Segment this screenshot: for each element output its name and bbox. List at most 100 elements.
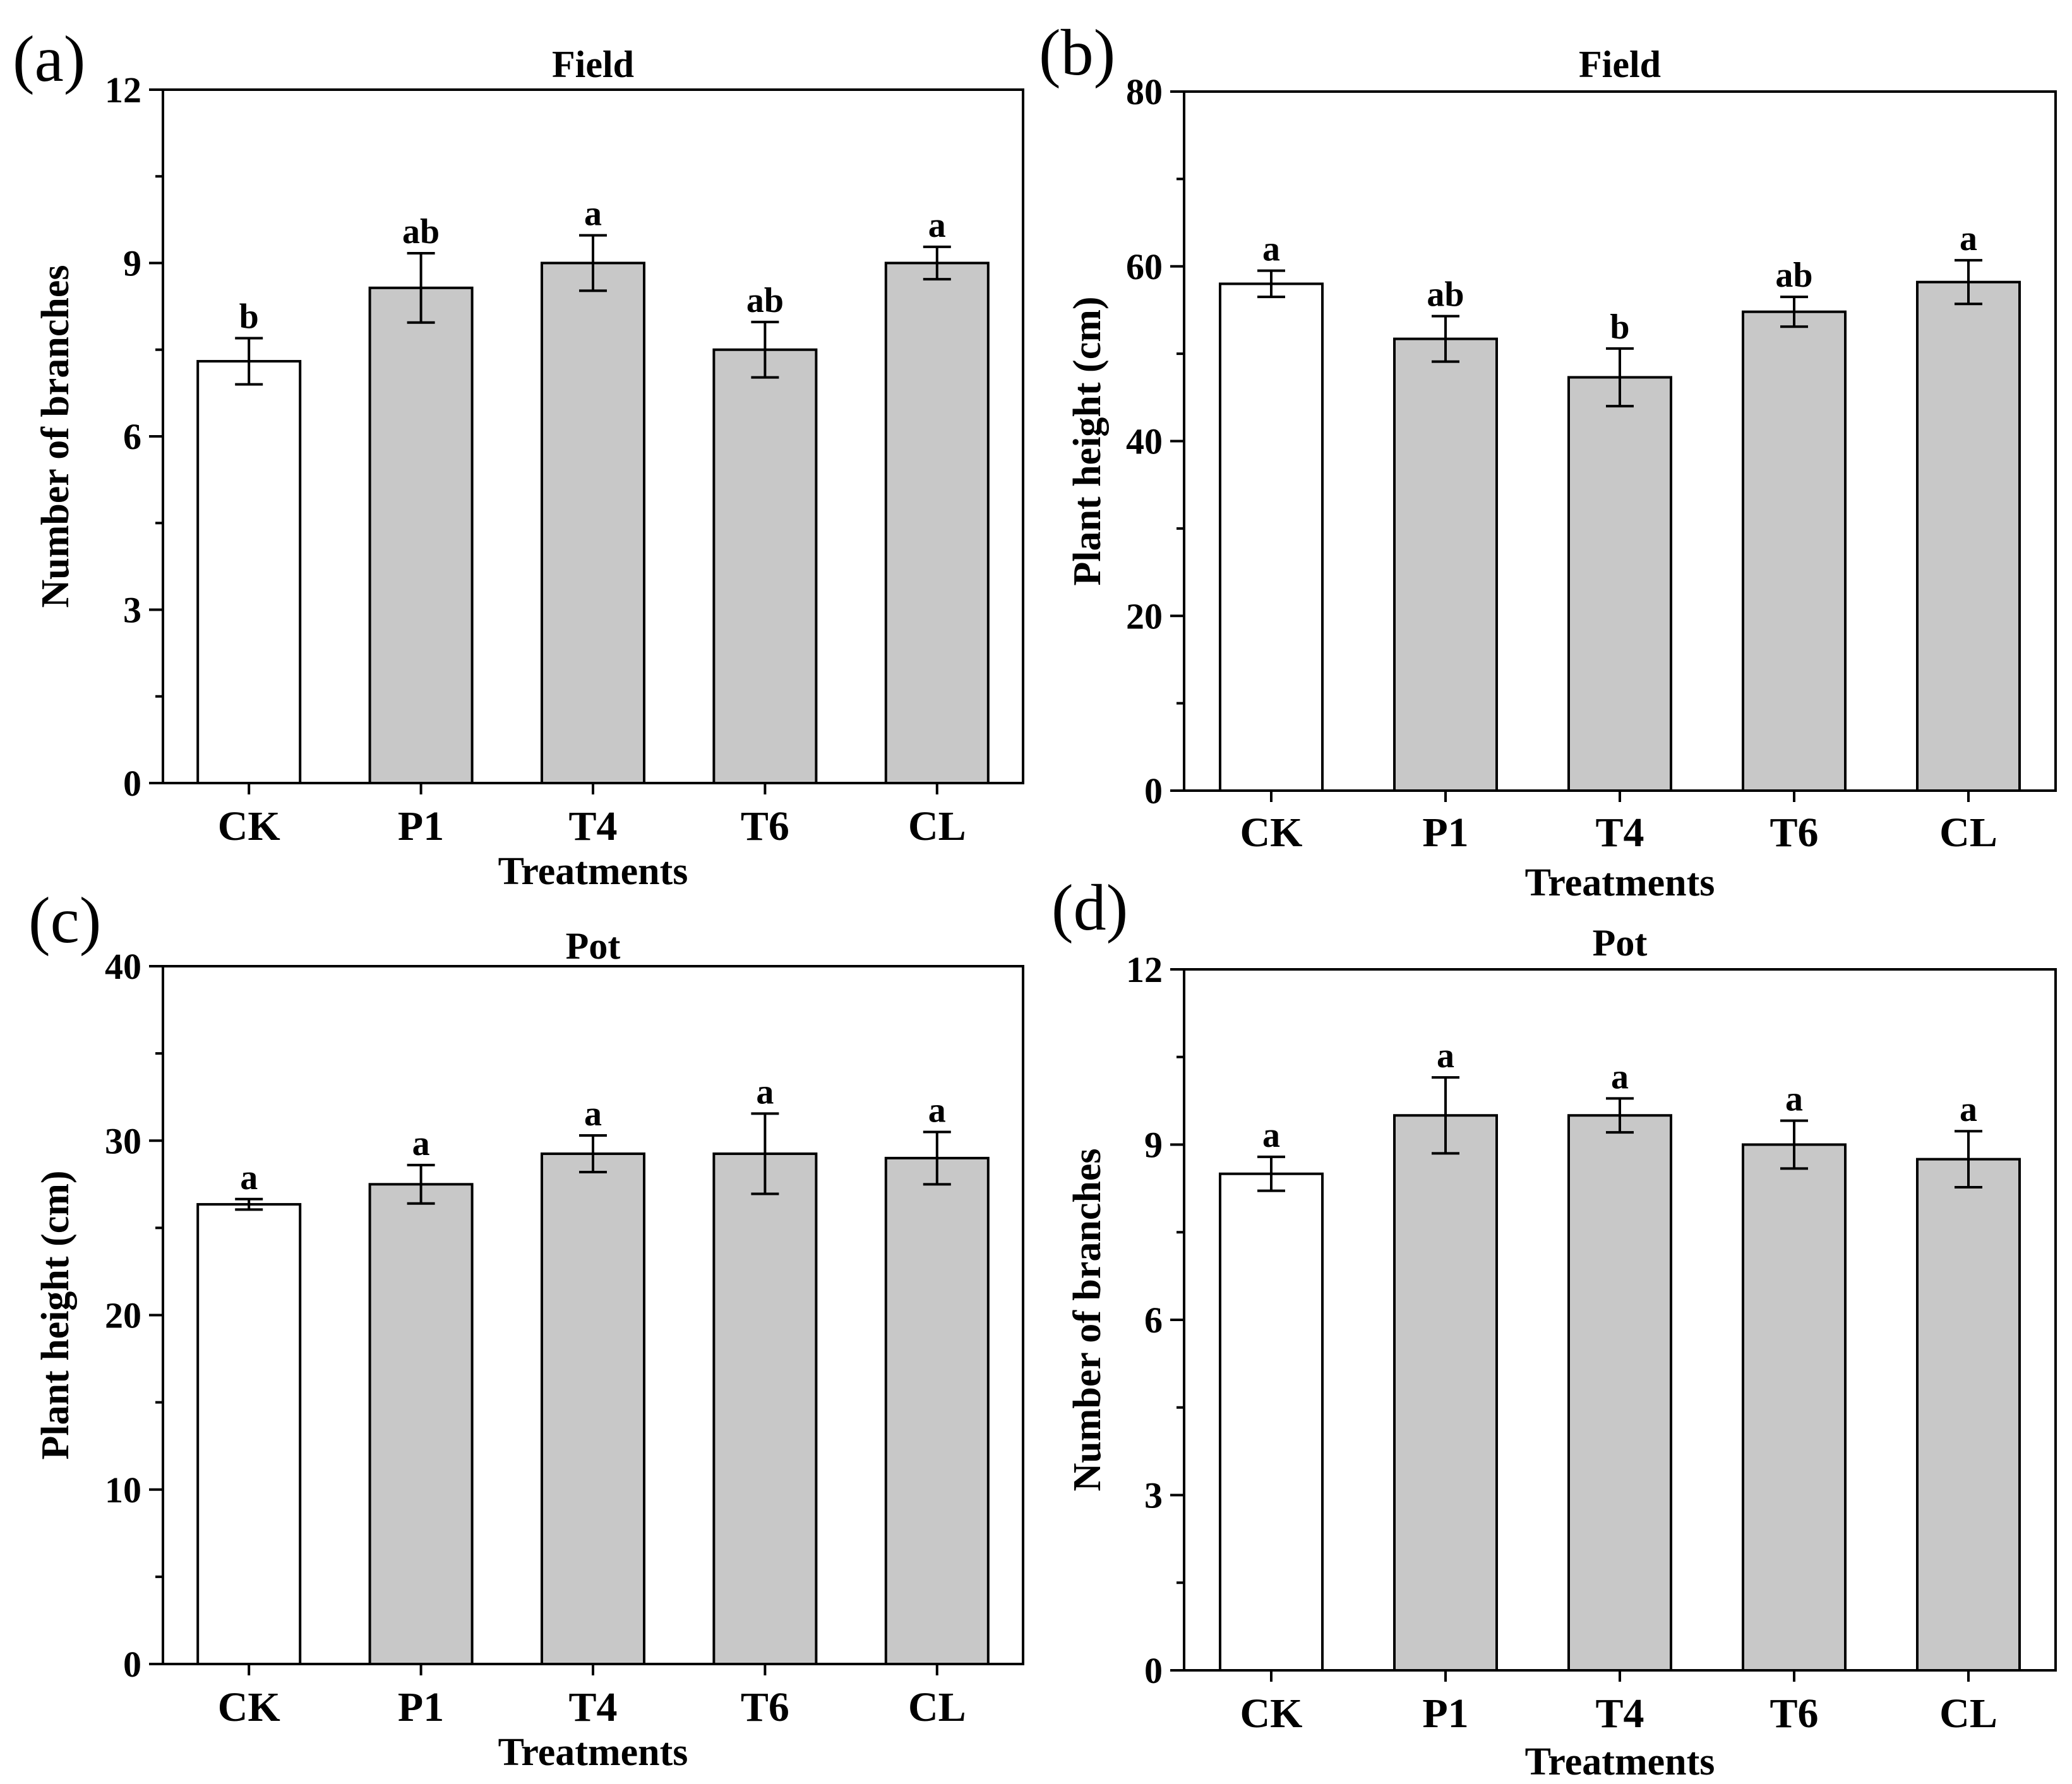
x-tick-label: T4 (1595, 810, 1644, 856)
x-tick-label: T6 (741, 1684, 789, 1730)
panel-label: (c) (28, 884, 101, 957)
panel-label: (a) (13, 23, 85, 95)
chart-title: Field (1579, 44, 1661, 85)
y-tick-label: 9 (123, 243, 141, 284)
x-tick-label: CL (1939, 1691, 1997, 1737)
y-axis-label: Number of branches (34, 265, 77, 608)
error-bar-p1 (407, 1163, 435, 1205)
panel-label: (d) (1051, 871, 1128, 944)
y-tick-label: 20 (105, 1295, 141, 1336)
error-bar-t4 (1606, 347, 1634, 408)
y-tick-label: 40 (105, 946, 141, 987)
x-axis-label: Treatments (498, 1731, 688, 1774)
significance-label: a (584, 195, 602, 234)
y-tick-label: 0 (123, 763, 141, 804)
significance-label: a (1262, 1116, 1280, 1155)
significance-label: a (1960, 1090, 1977, 1129)
x-tick-label: T4 (568, 1684, 617, 1730)
bar-t4 (541, 1152, 645, 1665)
bar-t4 (541, 261, 645, 784)
x-tick-label: CK (218, 803, 280, 849)
x-tick-label: CK (218, 1684, 280, 1730)
significance-label: a (1785, 1080, 1803, 1119)
error-bar-t6 (1780, 1119, 1808, 1170)
y-tick-label: 10 (105, 1470, 141, 1511)
error-bar-t4 (579, 1134, 607, 1173)
x-tick-label: P1 (1422, 1691, 1468, 1737)
error-bar-t6 (751, 1112, 779, 1195)
significance-label: a (756, 1072, 774, 1111)
y-tick-label: 3 (1144, 1475, 1163, 1516)
x-tick-label: T6 (1770, 810, 1818, 856)
x-axis-label: Treatments (1525, 1740, 1715, 1783)
plot-frame (162, 88, 1024, 784)
bar-cl (884, 1156, 990, 1665)
y-tick-label: 6 (123, 416, 141, 457)
chart-panel-b: (b) Field a CK ab P1 b T4 ab T6 a CL 0 20 40 60 80 Treatm… (1039, 16, 2057, 904)
bar-t6 (1742, 1143, 1847, 1672)
significance-label: a (928, 1091, 946, 1130)
bar-cl (1916, 1158, 2021, 1672)
error-bar-t6 (751, 320, 779, 379)
x-tick-label: CL (1939, 810, 1997, 856)
x-tick-label: T4 (1595, 1691, 1644, 1737)
y-tick-label: 0 (1144, 770, 1163, 811)
y-axis-label: Plant height (cm) (34, 1170, 77, 1459)
y-tick-label: 60 (1126, 246, 1163, 287)
significance-label: ab (402, 212, 440, 251)
bar-cl (1916, 280, 2021, 793)
x-tick-label: P1 (1422, 810, 1468, 856)
error-bar-cl (1955, 1130, 1982, 1189)
x-tick-label: CK (1240, 810, 1303, 856)
y-tick-label: 40 (1126, 421, 1163, 462)
chart-panel-a: (a) Field b CK ab P1 a T4 ab T6 a CL 0 3 6 9 12 Treatment… (13, 23, 1024, 893)
error-bar-cl (923, 1130, 951, 1186)
panel-label: (b) (1039, 16, 1115, 89)
bar-p1 (368, 286, 474, 785)
y-tick-label: 9 (1144, 1125, 1163, 1166)
bar-t6 (712, 348, 818, 784)
error-bar-cl (1955, 259, 1982, 306)
significance-label: b (239, 297, 259, 336)
chart-panel-d: (d) Pot a CK a P1 a T4 a T6 a CL 0 3 6 9 12 Treatments Num… (1051, 871, 2057, 1783)
error-bar-ck (1257, 269, 1285, 299)
chart-title: Pot (1593, 922, 1648, 964)
bar-ck (1219, 1172, 1324, 1672)
significance-label: ab (746, 281, 784, 320)
chart-panel-c: (c) Pot a CK a P1 a T4 a T6 a CL 0 10 20 30 40 Treatments… (28, 884, 1024, 1774)
chart-title: Field (552, 44, 634, 85)
y-tick-label: 80 (1126, 71, 1163, 112)
error-bar-t4 (1606, 1097, 1634, 1134)
bar-ck (1219, 282, 1324, 792)
y-tick-label: 12 (1126, 949, 1163, 990)
error-bar-ck (235, 1197, 263, 1211)
y-axis-label: Plant height (cm) (1066, 296, 1109, 585)
x-tick-label: T4 (568, 803, 617, 849)
bar-t4 (1567, 1114, 1672, 1672)
significance-label: a (1611, 1057, 1629, 1096)
error-bar-cl (923, 245, 951, 281)
bar-ck (196, 360, 302, 784)
y-tick-label: 20 (1126, 596, 1163, 637)
significance-label: ab (1775, 256, 1812, 295)
chart-title: Pot (566, 925, 621, 967)
x-axis-label: Treatments (1525, 861, 1715, 904)
x-axis-label: Treatments (498, 850, 688, 893)
plot-frame (162, 965, 1024, 1665)
significance-label: a (412, 1124, 430, 1163)
bar-t6 (712, 1152, 818, 1665)
significance-label: a (240, 1158, 258, 1197)
bar-p1 (1393, 337, 1498, 792)
y-tick-label: 6 (1144, 1300, 1163, 1341)
significance-label: a (584, 1094, 602, 1134)
x-tick-label: P1 (398, 803, 444, 849)
bar-p1 (368, 1183, 474, 1665)
bar-ck (196, 1203, 302, 1666)
bar-cl (884, 261, 990, 784)
significance-label: a (928, 206, 946, 245)
significance-label: b (1610, 308, 1629, 347)
x-tick-label: T6 (741, 803, 789, 849)
significance-label: a (1437, 1036, 1454, 1075)
bar-p1 (1393, 1114, 1498, 1672)
